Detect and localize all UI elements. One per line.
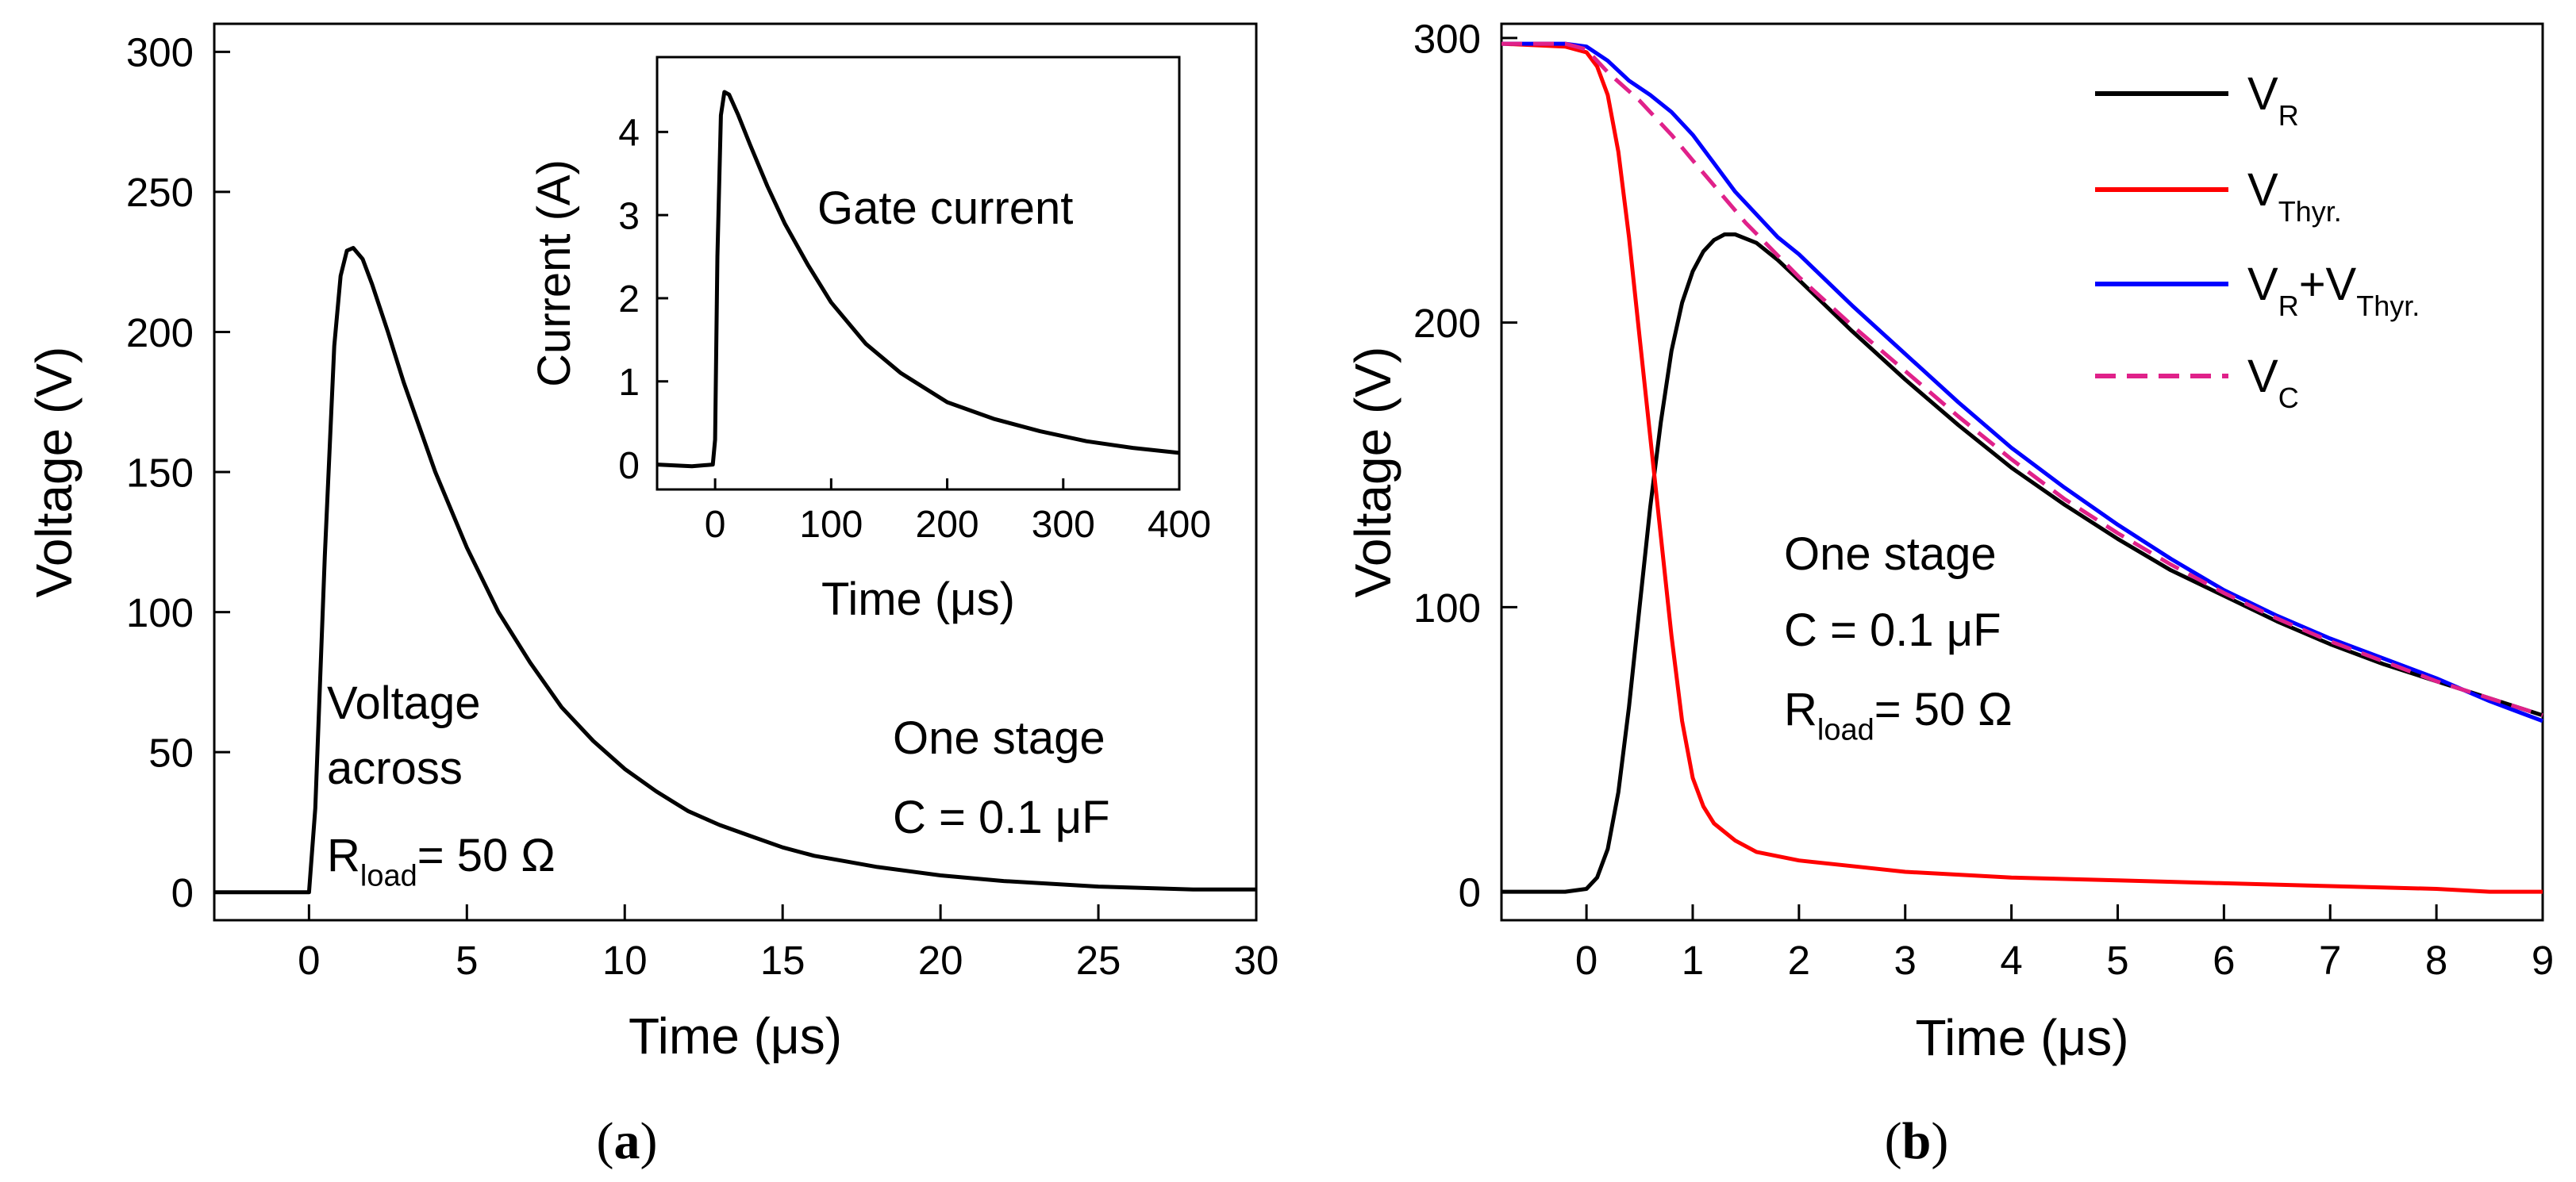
panel-b-x-tick-label: 3 xyxy=(1894,938,1917,983)
panel-a-x-tick-label: 30 xyxy=(1234,938,1279,983)
inset-frame xyxy=(656,56,1181,491)
panel-b-y-axis-title: Voltage (V) xyxy=(1344,347,1401,598)
panel-a-y-tick-label: 250 xyxy=(126,170,194,215)
inset-y-tick-label: 0 xyxy=(618,445,640,487)
panel-b-x-tick-label: 5 xyxy=(2106,938,2128,983)
panel-b-series-0 xyxy=(1501,232,2543,894)
panel-a-x-axis-title: Time (μs) xyxy=(629,1007,842,1065)
panel-a-y-tick-label: 50 xyxy=(148,730,194,775)
panel-b: (b) 0 1 2 3 4 5 6 7 8 9 0 100 200 300 Time (μs) Voltage… xyxy=(1344,16,2554,1170)
panel-b-annot-rload: Rload= 50 Ω xyxy=(1784,684,2013,747)
panel-a-x-tick-label: 10 xyxy=(602,938,648,983)
inset-y-tick-label: 2 xyxy=(618,278,640,320)
panel-b-x-tick-label: 2 xyxy=(1788,938,1810,983)
panel-a-x-tick-label: 15 xyxy=(760,938,805,983)
inset-x-tick-label: 300 xyxy=(1032,504,1095,546)
panel-b-y-tick-label: 100 xyxy=(1413,585,1481,631)
legend-label-0: VR xyxy=(2247,68,2299,132)
panel-a-inset: 0 100 200 300 400 0 1 2 3 4 Time (μs) Current (A) Ga… xyxy=(529,56,1211,625)
panel-b-series-2 xyxy=(1501,41,2543,723)
legend-label-2: VR+VThyr. xyxy=(2247,259,2420,322)
panel-b-series-1 xyxy=(1501,41,2543,894)
panel-a-annot-rload: Rload= 50 Ω xyxy=(327,830,556,893)
panel-a-x-tick-label: 20 xyxy=(918,938,963,983)
inset-y-tick-label: 4 xyxy=(618,113,640,155)
panel-b-x-tick-label: 7 xyxy=(2319,938,2341,983)
panel-b-annot-cap: C = 0.1 μF xyxy=(1784,604,2001,656)
panel-a-label: (a) xyxy=(597,1112,658,1170)
inset-x-tick-label: 0 xyxy=(705,504,726,546)
panel-b-y-tick-label: 200 xyxy=(1413,301,1481,346)
panel-a-y-tick-label: 150 xyxy=(126,450,194,495)
panel-b-x-tick-label: 6 xyxy=(2213,938,2235,983)
inset-y-axis-title: Current (A) xyxy=(529,159,580,387)
inset-x-axis-title: Time (μs) xyxy=(821,574,1015,625)
panel-a-annot-cap: C = 0.1 μF xyxy=(893,792,1110,843)
panel-a-x-tick-label: 5 xyxy=(456,938,478,983)
panel-b-x-tick-label: 1 xyxy=(1682,938,1704,983)
panel-a-y-tick-label: 200 xyxy=(126,310,194,355)
panel-b-label: (b) xyxy=(1885,1112,1949,1170)
legend-label-3: VC xyxy=(2247,351,2299,414)
panel-b-annot-stage: One stage xyxy=(1784,528,1997,580)
panel-a-y-tick-label: 0 xyxy=(171,870,194,915)
panel-a-y-axis-title: Voltage (V) xyxy=(25,347,83,598)
inset-series-0 xyxy=(656,90,1180,469)
panel-b-x-tick-label: 8 xyxy=(2425,938,2447,983)
inset-title: Gate current xyxy=(817,182,1073,234)
panel-b-x-tick-label: 0 xyxy=(1575,938,1598,983)
legend-label-1: VThyr. xyxy=(2247,164,2342,228)
panel-b-y-tick-label: 300 xyxy=(1413,16,1481,61)
panel-b-series-3 xyxy=(1501,41,2543,718)
panel-a-y-tick-label: 300 xyxy=(126,30,194,75)
panel-b-frame xyxy=(1500,22,2544,922)
panel-a-series-0 xyxy=(214,246,1256,895)
panel-b-x-tick-label: 4 xyxy=(2000,938,2022,983)
panel-a-x-tick-label: 0 xyxy=(298,938,320,983)
panel-a-y-tick-label: 100 xyxy=(126,590,194,635)
inset-y-tick-label: 3 xyxy=(618,195,640,237)
inset-x-tick-label: 400 xyxy=(1148,504,1211,546)
panel-b-y-tick-label: 0 xyxy=(1459,869,1481,915)
panel-a-annot-across: across xyxy=(327,743,463,794)
inset-y-tick-label: 1 xyxy=(618,362,640,404)
inset-x-tick-label: 100 xyxy=(799,504,863,546)
panel-b-legend: VR VThyr. VR+VThyr. VC xyxy=(2095,68,2420,414)
panel-b-x-tick-label: 9 xyxy=(2532,938,2554,983)
panel-a-x-tick-label: 25 xyxy=(1076,938,1121,983)
panel-b-x-axis-title: Time (μs) xyxy=(1915,1009,2128,1066)
panel-a-annot-voltage: Voltage xyxy=(327,677,481,729)
panel-a-annot-stage: One stage xyxy=(893,712,1105,764)
inset-x-tick-label: 200 xyxy=(916,504,979,546)
